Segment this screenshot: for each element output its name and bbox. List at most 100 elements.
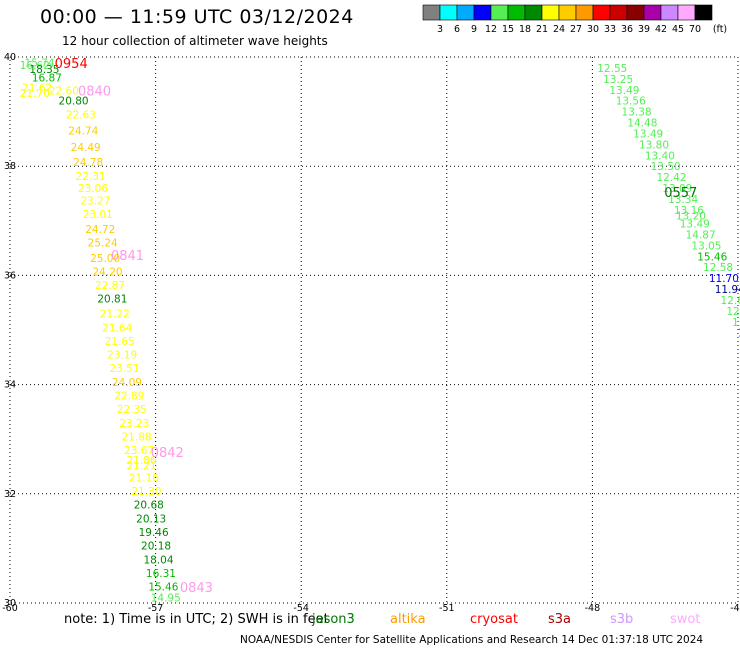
data-label: 15.74 <box>25 57 55 69</box>
data-label: 14.95 <box>151 593 181 605</box>
satellite-legend-cryosat: cryosat <box>470 612 518 627</box>
data-label: 16.87 <box>32 73 62 85</box>
data-label: 24.09 <box>112 377 142 389</box>
grid-lines <box>10 57 738 603</box>
series-jason3: 12.5513.2513.4913.5613.3814.4813.4913.80… <box>597 63 740 340</box>
data-label: 18.35 <box>29 64 59 76</box>
data-label: 12.42 <box>656 172 686 184</box>
data-label: 23.23 <box>119 418 149 430</box>
data-label: 13.80 <box>639 139 669 151</box>
data-label: 15.46 <box>148 582 178 594</box>
page-subtitle: 12 hour collection of altimeter wave hei… <box>62 34 328 48</box>
x-tick-label: -54 <box>293 603 309 614</box>
data-label: 21.16 <box>129 472 159 484</box>
x-tick-label: -45 <box>730 603 740 614</box>
data-label: 16.62 <box>20 60 50 72</box>
satellite-legend-swot: swot <box>670 612 701 627</box>
satellite-legend-s3a: s3a <box>548 612 572 627</box>
colorbar-tick-label: 30 <box>587 24 599 35</box>
data-label: 11.70 <box>709 273 739 285</box>
data-label: 23.06 <box>78 183 108 195</box>
data-label: 13.49 <box>680 219 710 231</box>
data-label: 11.29 <box>738 328 740 340</box>
data-label: 22.60 <box>49 85 79 97</box>
data-label: 21.70 <box>20 88 50 100</box>
data-label: 25.00 <box>90 253 120 265</box>
pass-time-label: 0954 <box>55 57 88 72</box>
x-tick-label: -57 <box>148 603 164 614</box>
data-label: 14.87 <box>686 229 716 241</box>
colorbar-legend: 3 6 9 12 15 18 21 24 27 30 33 36 39 42 45 70 (ft) <box>422 4 727 35</box>
data-label: 24.74 <box>68 126 98 138</box>
data-label: 13.05 <box>691 240 721 252</box>
data-label: 13.16 <box>674 205 704 217</box>
y-tick-label: 38 <box>4 161 16 172</box>
data-label: 18.04 <box>143 554 173 566</box>
data-label: 24.72 <box>85 224 115 236</box>
data-label: 20.81 <box>97 293 127 305</box>
data-label: 20.80 <box>59 96 89 108</box>
data-label: 24.49 <box>71 142 101 154</box>
y-tick-label: 32 <box>4 489 16 500</box>
satellite-legend-jason3: jason3 <box>312 612 355 627</box>
data-label: 11.94 <box>715 284 740 296</box>
data-label: 16.31 <box>146 568 176 580</box>
data-label: 14.48 <box>627 118 657 130</box>
data-label: 13.20 <box>676 210 706 222</box>
data-label: 23.51 <box>109 363 139 375</box>
colorbar-tick-label: 42 <box>655 24 667 35</box>
x-tick-label: -60 <box>2 603 18 614</box>
data-label: 22.35 <box>117 404 147 416</box>
data-label: 13.49 <box>609 85 639 97</box>
data-label: 21.30 <box>131 486 161 498</box>
data-label: 13.40 <box>645 150 675 162</box>
colorbar-tick-label: 70 <box>689 24 701 35</box>
y-tick-label: 36 <box>4 270 16 281</box>
colorbar-tick-label: 24 <box>553 24 565 35</box>
data-label: 20.13 <box>136 513 166 525</box>
data-label: 13.25 <box>603 74 633 86</box>
data-label: 12.45 <box>726 306 740 318</box>
data-label: 22.63 <box>66 109 96 121</box>
data-label: 21.21 <box>126 460 156 472</box>
colorbar-tick-label: 3 <box>437 24 443 35</box>
page-title: 00:00 — 11:59 UTC 03/12/2024 <box>40 6 354 28</box>
y-tick-label: 30 <box>4 598 16 609</box>
data-label: 23.67 <box>124 445 154 457</box>
y-tick-label: 40 <box>4 52 16 63</box>
colorbar-swatch <box>694 4 713 21</box>
y-tick-label: 34 <box>4 380 16 391</box>
colorbar-tick-label: 36 <box>621 24 633 35</box>
data-label: 12.55 <box>597 63 627 75</box>
colorbar-tick-label: 39 <box>638 24 650 35</box>
data-label: 21.22 <box>100 309 130 321</box>
data-label: 12.58 <box>703 262 733 274</box>
colorbar-tick-label: 6 <box>454 24 460 35</box>
data-label: 21.65 <box>105 336 135 348</box>
colorbar-tick-label: 21 <box>536 24 548 35</box>
data-label: 22.89 <box>114 391 144 403</box>
data-label: 23.19 <box>107 350 137 362</box>
data-label: 20.18 <box>141 541 171 553</box>
x-tick-label: -48 <box>585 603 601 614</box>
data-label: 13.09 <box>662 183 692 195</box>
colorbar-tick-label: 27 <box>570 24 582 35</box>
satellite-legend-s3b: s3b <box>610 612 634 627</box>
data-label: 25.24 <box>88 238 118 250</box>
colorbar-unit: (ft) <box>713 24 727 35</box>
data-label: 13.34 <box>668 194 698 206</box>
pass-time-label: 0842 <box>151 446 184 461</box>
pass-time-label: 0841 <box>111 249 144 264</box>
data-label: 13.56 <box>616 96 646 108</box>
footer-credit: NOAA/NESDIS Center for Satellite Applica… <box>240 634 704 646</box>
data-label: 22.87 <box>95 280 125 292</box>
data-label: 24.20 <box>93 267 123 279</box>
data-label: 22.31 <box>76 171 106 183</box>
footer-note: note: 1) Time is in UTC; 2) SWH is in fe… <box>64 612 329 627</box>
colorbar-tick-label: 15 <box>502 24 514 35</box>
colorbar-tick-label: 12 <box>485 24 497 35</box>
colorbar-tick-label: 18 <box>519 24 531 35</box>
data-label: 13.49 <box>633 128 663 140</box>
